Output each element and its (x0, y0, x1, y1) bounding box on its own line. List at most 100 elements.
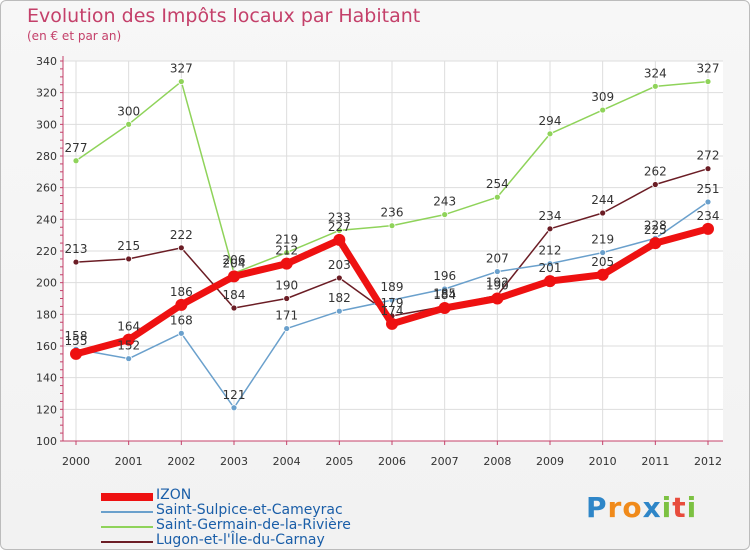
data-label-saint-germain-de-la-rivi-re: 236 (381, 206, 404, 220)
data-label-saint-sulpice-et-cameyrac: 219 (591, 233, 614, 247)
data-point-lugon-et-l-le-du-carnay (283, 295, 291, 302)
data-point-lugon-et-l-le-du-carnay (704, 165, 712, 173)
data-label-izon: 201 (539, 261, 562, 275)
data-point-saint-germain-de-la-rivi-re (283, 249, 291, 256)
data-point-saint-sulpice-et-cameyrac (546, 260, 554, 268)
data-label-izon: 186 (170, 285, 193, 299)
data-point-izon (649, 237, 662, 250)
y-tick-label: 160 (36, 340, 57, 353)
legend-swatch (101, 493, 153, 501)
data-label-lugon-et-l-le-du-carnay: 213 (65, 242, 88, 256)
data-point-izon (122, 333, 135, 346)
x-tick-label: 2005 (325, 455, 353, 468)
proxiti-logo: Proxiti (586, 491, 697, 524)
data-label-saint-sulpice-et-cameyrac: 158 (65, 329, 88, 343)
data-label-izon: 227 (328, 220, 351, 234)
y-tick-label: 340 (36, 55, 57, 68)
data-label-saint-germain-de-la-rivi-re: 309 (591, 90, 614, 104)
data-label-izon: 164 (117, 320, 140, 334)
data-point-izon (333, 233, 346, 246)
data-label-lugon-et-l-le-du-carnay: 272 (697, 149, 720, 163)
data-point-lugon-et-l-le-du-carnay (72, 258, 80, 266)
x-tick-label: 2001 (115, 455, 143, 468)
y-tick-label: 180 (36, 308, 57, 321)
data-label-saint-sulpice-et-cameyrac: 182 (328, 291, 351, 305)
data-point-saint-germain-de-la-rivi-re (125, 120, 133, 128)
data-label-saint-germain-de-la-rivi-re: 243 (433, 195, 456, 209)
y-tick-label: 120 (36, 403, 57, 416)
data-label-izon: 212 (275, 244, 298, 258)
chart-subtitle: (en € et par an) (27, 29, 122, 43)
data-point-saint-germain-de-la-rivi-re (335, 227, 343, 234)
data-point-izon (438, 302, 451, 314)
legend-label: Saint-Germain-de-la-Rivière (156, 517, 351, 533)
data-label-izon: 184 (433, 288, 456, 302)
data-point-saint-sulpice-et-cameyrac (283, 325, 291, 332)
data-label-lugon-et-l-le-du-carnay: 185 (433, 286, 456, 300)
data-label-lugon-et-l-le-du-carnay: 184 (223, 288, 246, 302)
data-label-izon: 155 (65, 334, 88, 348)
data-point-saint-germain-de-la-rivi-re (441, 211, 449, 218)
data-point-saint-germain-de-la-rivi-re (177, 78, 185, 85)
data-label-saint-sulpice-et-cameyrac: 189 (381, 280, 404, 294)
chart-title: Evolution des Impôts locaux par Habitant (27, 5, 421, 27)
data-label-saint-sulpice-et-cameyrac: 168 (170, 313, 193, 327)
data-label-izon: 174 (381, 304, 404, 318)
data-point-saint-germain-de-la-rivi-re (72, 157, 80, 165)
legend-label: Lugon-et-l'Île-du-Carnay (156, 532, 325, 548)
data-label-saint-germain-de-la-rivi-re: 300 (117, 104, 140, 118)
data-point-saint-germain-de-la-rivi-re (599, 106, 607, 114)
data-label-saint-sulpice-et-cameyrac: 228 (644, 218, 667, 232)
x-tick-label: 2012 (694, 455, 722, 468)
data-label-lugon-et-l-le-du-carnay: 203 (328, 258, 351, 272)
x-tick-label: 2000 (62, 455, 90, 468)
legend-swatch (101, 526, 153, 528)
data-label-lugon-et-l-le-du-carnay: 234 (539, 209, 562, 223)
data-point-izon (544, 275, 556, 288)
y-tick-label: 200 (36, 277, 57, 290)
y-tick-label: 140 (36, 372, 57, 385)
data-label-saint-sulpice-et-cameyrac: 196 (433, 269, 456, 283)
data-point-izon (491, 292, 504, 305)
data-point-lugon-et-l-le-du-carnay (335, 274, 343, 282)
logo-letter: P (586, 491, 608, 524)
data-point-saint-sulpice-et-cameyrac (441, 285, 449, 293)
data-label-saint-germain-de-la-rivi-re: 254 (486, 177, 509, 191)
data-point-izon (280, 257, 293, 270)
data-label-lugon-et-l-le-du-carnay: 222 (170, 228, 193, 242)
data-label-saint-sulpice-et-cameyrac: 207 (486, 252, 509, 266)
data-point-izon (228, 270, 240, 283)
data-point-saint-sulpice-et-cameyrac (704, 198, 712, 206)
data-point-izon (386, 317, 398, 330)
data-label-izon: 205 (591, 255, 614, 269)
data-point-izon (702, 222, 714, 235)
y-tick-label: 240 (36, 213, 57, 226)
data-label-izon: 225 (644, 223, 667, 237)
x-tick-label: 2006 (378, 455, 406, 468)
data-point-saint-sulpice-et-cameyrac (177, 329, 185, 337)
legend-label: IZON (156, 487, 192, 503)
data-label-saint-germain-de-la-rivi-re: 233 (328, 210, 351, 224)
x-tick-label: 2007 (431, 455, 459, 468)
data-label-saint-sulpice-et-cameyrac: 121 (223, 388, 246, 402)
data-label-saint-germain-de-la-rivi-re: 324 (644, 66, 667, 80)
data-point-saint-germain-de-la-rivi-re (388, 222, 396, 230)
data-point-saint-germain-de-la-rivi-re (493, 193, 501, 201)
y-tick-label: 220 (36, 245, 57, 258)
data-label-lugon-et-l-le-du-carnay: 190 (275, 279, 298, 293)
logo-letter: r (607, 491, 623, 524)
data-point-saint-sulpice-et-cameyrac (388, 296, 396, 304)
data-point-saint-germain-de-la-rivi-re (704, 78, 712, 85)
data-label-saint-sulpice-et-cameyrac: 212 (539, 244, 562, 258)
data-point-izon (70, 347, 82, 360)
logo-letter: x (642, 491, 662, 524)
data-label-lugon-et-l-le-du-carnay: 192 (486, 275, 509, 289)
x-tick-label: 2002 (167, 455, 195, 468)
y-tick-label: 260 (36, 182, 57, 195)
x-tick-label: 2010 (589, 455, 617, 468)
data-label-lugon-et-l-le-du-carnay: 215 (117, 239, 140, 253)
y-tick-label: 280 (36, 150, 57, 163)
logo-letter: o (622, 491, 643, 524)
data-point-saint-sulpice-et-cameyrac (335, 307, 343, 315)
data-point-lugon-et-l-le-du-carnay (546, 225, 554, 233)
